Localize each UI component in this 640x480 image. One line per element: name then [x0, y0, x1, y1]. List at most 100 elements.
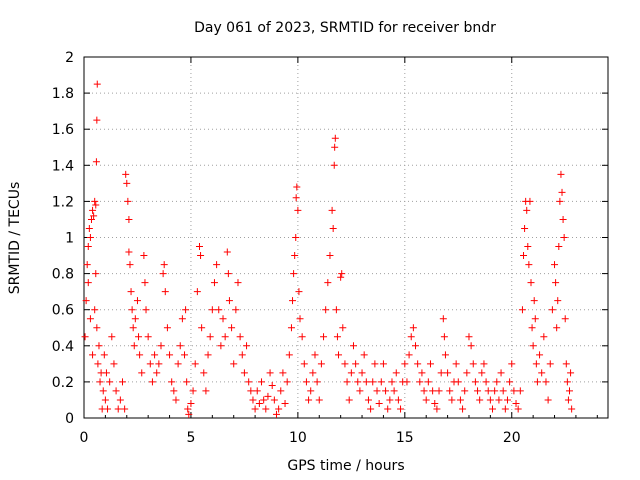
data-point: [127, 288, 135, 296]
data-point: [497, 369, 505, 377]
data-point: [440, 333, 448, 341]
data-point: [110, 360, 118, 368]
data-point: [99, 387, 107, 395]
data-point: [484, 387, 492, 395]
data-point: [277, 387, 285, 395]
data-point: [230, 360, 238, 368]
data-point: [332, 306, 340, 314]
data-point: [315, 396, 323, 404]
data-point: [558, 188, 566, 196]
data-point: [331, 134, 339, 142]
data-point: [311, 351, 319, 359]
data-point: [91, 197, 99, 205]
data-point: [302, 378, 310, 386]
data-point: [198, 324, 206, 332]
data-point: [245, 378, 253, 386]
data-point: [435, 387, 443, 395]
data-point: [309, 369, 317, 377]
data-point: [106, 378, 114, 386]
data-point: [221, 333, 229, 341]
y-tick-label: 0.6: [52, 303, 74, 319]
data-point: [469, 360, 477, 368]
data-point: [200, 369, 208, 377]
data-point: [160, 261, 168, 269]
data-point: [508, 360, 516, 368]
data-point: [184, 405, 192, 413]
y-axis-label: SRMTID / TECUs: [7, 182, 23, 295]
data-point: [559, 215, 567, 223]
data-point: [476, 396, 484, 404]
data-point: [461, 387, 469, 395]
data-point: [228, 324, 236, 332]
data-point: [495, 396, 503, 404]
data-point: [441, 351, 449, 359]
data-point: [510, 387, 518, 395]
data-point: [330, 161, 338, 169]
data-point: [268, 382, 276, 390]
data-point: [178, 315, 186, 323]
data-point: [526, 197, 534, 205]
data-point: [93, 324, 101, 332]
data-point: [210, 279, 218, 287]
data-point: [486, 396, 494, 404]
data-point: [124, 197, 132, 205]
data-point: [82, 297, 90, 305]
y-tick-label: 1.8: [52, 86, 74, 102]
data-point: [369, 378, 377, 386]
data-point: [320, 333, 328, 341]
y-tick-label: 0.8: [52, 267, 74, 283]
data-point: [329, 224, 337, 232]
data-point: [170, 387, 178, 395]
data-point: [129, 324, 137, 332]
data-point: [560, 234, 568, 241]
data-point: [293, 183, 301, 191]
data-point: [104, 405, 112, 413]
data-point: [525, 261, 533, 269]
data-point: [163, 324, 171, 332]
data-point: [234, 279, 242, 287]
data-point: [556, 197, 564, 205]
data-point: [204, 351, 212, 359]
data-point: [478, 369, 486, 377]
data-point: [512, 400, 520, 408]
data-point: [552, 279, 560, 287]
data-point: [89, 351, 97, 359]
data-point: [141, 279, 149, 287]
data-point: [465, 333, 473, 341]
data-point: [108, 333, 116, 341]
data-point: [153, 369, 161, 377]
data-point: [206, 333, 214, 341]
data-point: [291, 252, 299, 260]
data-point: [463, 369, 471, 377]
data-point: [568, 405, 576, 413]
data-point: [253, 387, 261, 395]
data-point: [191, 360, 199, 368]
data-point: [338, 270, 346, 278]
y-tick-label: 1.2: [52, 194, 74, 210]
data-point: [506, 378, 514, 386]
data-point: [296, 315, 304, 323]
data-point: [213, 261, 221, 269]
data-point: [347, 369, 355, 377]
data-point: [343, 378, 351, 386]
data-point: [480, 360, 488, 368]
data-point: [439, 315, 447, 323]
data-point: [341, 360, 349, 368]
x-tick-label: 15: [396, 430, 414, 446]
data-point: [148, 378, 156, 386]
data-point: [249, 396, 257, 404]
data-point: [172, 396, 180, 404]
data-point: [122, 170, 130, 178]
data-point: [567, 369, 575, 377]
data-point: [243, 342, 251, 350]
data-point: [176, 342, 184, 350]
data-point: [225, 297, 233, 305]
data-point: [307, 387, 315, 395]
data-point: [382, 387, 390, 395]
data-point: [379, 360, 387, 368]
data-point: [501, 405, 509, 413]
chart-title: Day 061 of 2023, SRMTID for receiver bnd…: [194, 20, 496, 36]
data-point: [352, 360, 360, 368]
data-point: [295, 288, 303, 296]
data-point: [540, 333, 548, 341]
